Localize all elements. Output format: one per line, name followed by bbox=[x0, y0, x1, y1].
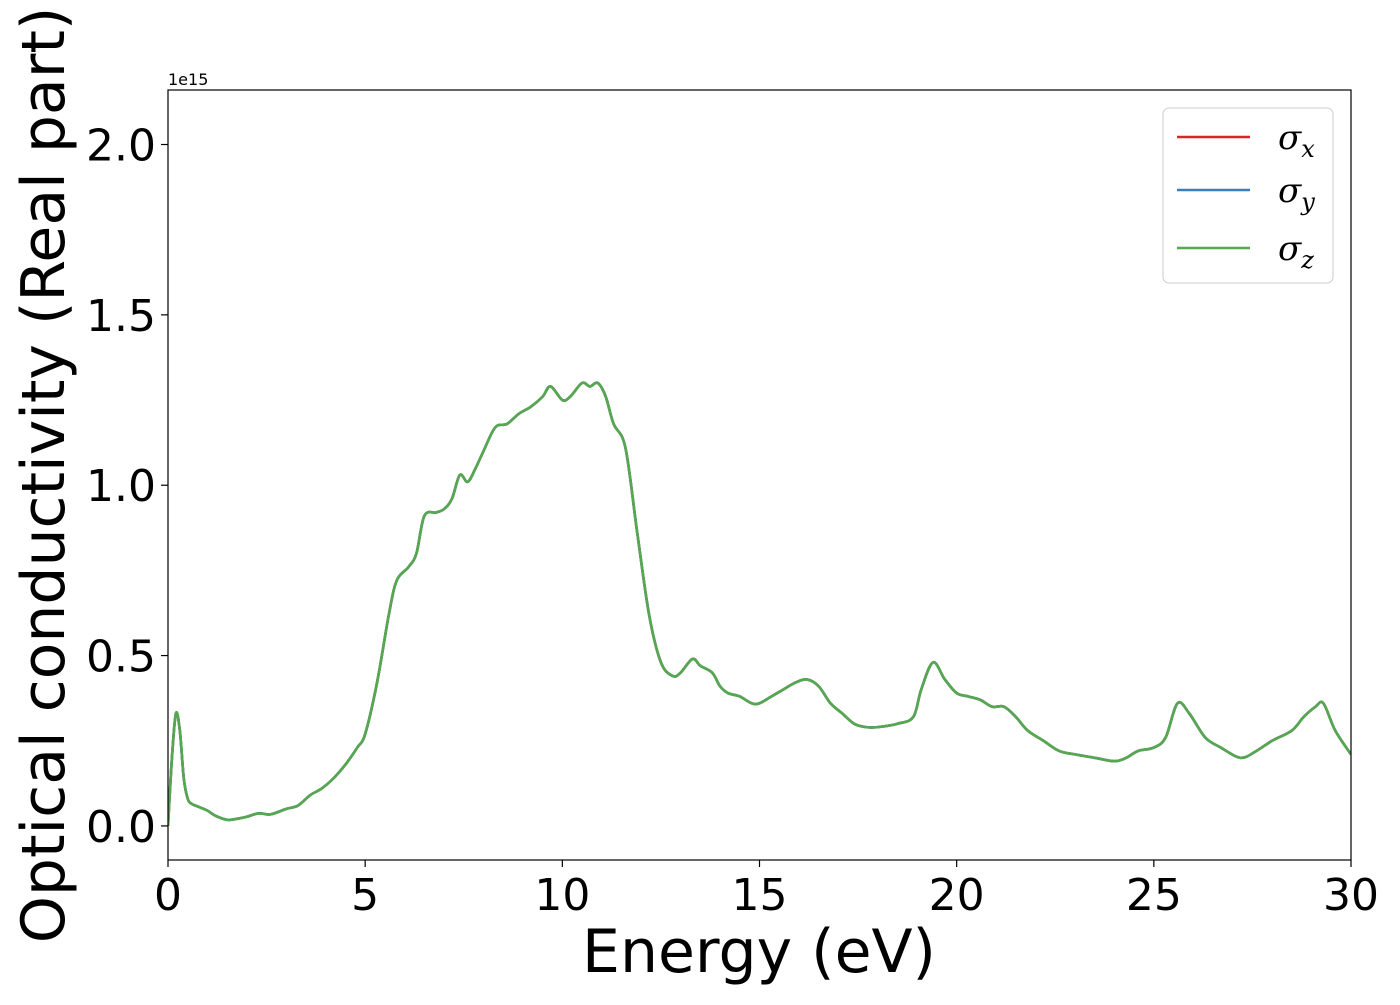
x-tick-label: 5 bbox=[351, 870, 379, 921]
x-tick-label: 30 bbox=[1323, 870, 1379, 921]
x-tick-label: 20 bbox=[929, 870, 985, 921]
series-line-sigma-z bbox=[168, 381, 1351, 827]
x-tick-label: 25 bbox=[1126, 870, 1182, 921]
y-axis-offset-label: 1e15 bbox=[168, 70, 208, 89]
series-line-sigma-x bbox=[168, 381, 1351, 827]
y-axis-title: Optical conductivity (Real part) bbox=[9, 7, 79, 944]
x-axis-title: Energy (eV) bbox=[582, 917, 936, 987]
y-tick-label: 0.5 bbox=[86, 632, 156, 683]
y-axis-ticks: 0.0 0.5 1.0 1.5 2.0 bbox=[86, 121, 168, 853]
y-tick-label: 0.0 bbox=[86, 802, 156, 853]
x-tick-label: 15 bbox=[732, 870, 788, 921]
x-tick-label: 0 bbox=[154, 870, 182, 921]
legend-box bbox=[1162, 107, 1334, 284]
y-tick-label: 1.5 bbox=[86, 291, 156, 342]
x-tick-label: 10 bbox=[534, 870, 590, 921]
y-tick-label: 2.0 bbox=[86, 121, 156, 172]
y-tick-label: 1.0 bbox=[86, 461, 156, 512]
x-axis-ticks: 0 5 10 15 20 25 30 bbox=[154, 860, 1379, 921]
plot-area bbox=[168, 381, 1351, 827]
series-line-sigma-y bbox=[168, 381, 1351, 827]
